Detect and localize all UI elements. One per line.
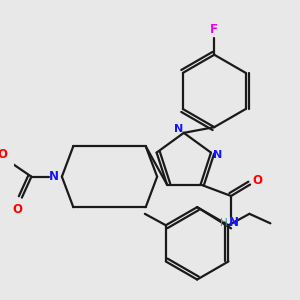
Text: N: N bbox=[49, 170, 59, 183]
Text: N: N bbox=[229, 216, 239, 229]
Text: O: O bbox=[12, 202, 22, 216]
Text: N: N bbox=[213, 149, 222, 160]
Text: H: H bbox=[220, 218, 227, 228]
Text: N: N bbox=[174, 124, 184, 134]
Text: O: O bbox=[253, 174, 263, 187]
Text: O: O bbox=[0, 148, 7, 161]
Text: F: F bbox=[210, 23, 218, 37]
